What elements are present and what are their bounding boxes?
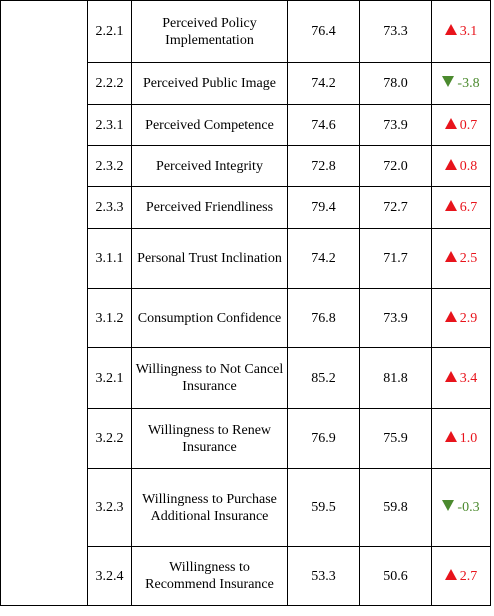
change-cell: -0.3 (431, 468, 491, 547)
triangle-down-icon (442, 76, 455, 87)
triangle-down-icon (442, 500, 455, 511)
change-value: -0.3 (457, 500, 480, 515)
triangle-up-icon (444, 117, 457, 129)
indicator-name: Perceived Competence (131, 104, 288, 146)
value-previous: 73.3 (359, 0, 432, 63)
value-previous: 75.9 (359, 408, 432, 469)
change-cell: 1.0 (431, 408, 491, 469)
triangle-up-icon (444, 431, 457, 442)
indicator-name: Perceived Public Image (131, 62, 288, 105)
indicator-name: Perceived Integrity (131, 145, 288, 187)
indicator-code: 3.2.3 (87, 468, 132, 547)
change-cell: 3.1 (431, 0, 491, 63)
value-current: 74.2 (287, 228, 360, 289)
indicator-name: Willingness to Not Cancel Insurance (131, 347, 288, 409)
indicator-code: 2.2.2 (87, 62, 132, 105)
change-value: 2.9 (459, 310, 478, 326)
indicator-name: Perceived Friendliness (131, 186, 288, 229)
indicator-code: 2.3.3 (87, 186, 132, 229)
table-row: 3.2.4 Willingness to Recommend Insurance… (1, 546, 491, 606)
value-previous: 73.9 (359, 288, 432, 348)
change-cell: 2.7 (431, 546, 491, 606)
change-value: 0.8 (459, 158, 478, 174)
value-current: 76.8 (287, 288, 360, 348)
table-row: 3.2.1 Willingness to Not Cancel Insuranc… (1, 347, 491, 409)
indicator-name: Willingness to Renew Insurance (131, 408, 288, 469)
value-current: 59.5 (287, 468, 360, 547)
change-value: 6.7 (459, 200, 478, 215)
value-current: 76.9 (287, 408, 360, 469)
indicator-table: 2.2.1 Perceived Policy Implementation 76… (0, 0, 491, 606)
change-cell: 0.7 (431, 104, 491, 146)
value-previous: 81.8 (359, 347, 432, 409)
value-previous: 73.9 (359, 104, 432, 146)
change-cell: 3.4 (431, 347, 491, 409)
value-previous: 78.0 (359, 62, 432, 105)
change-value: 1.0 (459, 431, 478, 446)
indicator-code: 3.2.4 (87, 546, 132, 606)
triangle-up-icon (444, 568, 457, 580)
table-row: 2.3.1 Perceived Competence 74.6 73.9 0.7 (1, 104, 491, 146)
value-previous: 50.6 (359, 546, 432, 606)
change-cell: 2.9 (431, 288, 491, 348)
change-value: 3.1 (459, 24, 478, 39)
blank-merged-cell (0, 0, 88, 606)
indicator-name: Consumption Confidence (131, 288, 288, 348)
triangle-up-icon (444, 200, 457, 211)
table-row: 2.3.3 Perceived Friendliness 79.4 72.7 6… (1, 186, 491, 229)
value-current: 85.2 (287, 347, 360, 409)
indicator-code: 3.2.2 (87, 408, 132, 469)
value-current: 53.3 (287, 546, 360, 606)
indicator-name: Willingness to Purchase Additional Insur… (131, 468, 288, 547)
change-cell: 0.8 (431, 145, 491, 187)
indicator-name: Willingness to Recommend Insurance (131, 546, 288, 606)
value-current: 72.8 (287, 145, 360, 187)
value-current: 79.4 (287, 186, 360, 229)
table-row: 2.3.2 Perceived Integrity 72.8 72.0 0.8 (1, 145, 491, 187)
triangle-up-icon (444, 251, 457, 262)
triangle-up-icon (444, 370, 457, 382)
table-row: 2.2.2 Perceived Public Image 74.2 78.0 -… (1, 62, 491, 105)
indicator-code: 2.3.2 (87, 145, 132, 187)
change-value: -3.8 (457, 76, 480, 91)
value-previous: 71.7 (359, 228, 432, 289)
table-row: 2.2.1 Perceived Policy Implementation 76… (0, 0, 491, 606)
triangle-up-icon (444, 310, 457, 322)
table-row: 3.2.3 Willingness to Purchase Additional… (1, 468, 491, 547)
change-value: 3.4 (459, 370, 478, 386)
value-current: 74.6 (287, 104, 360, 146)
change-cell: 2.5 (431, 228, 491, 289)
triangle-up-icon (444, 158, 457, 170)
change-value: 2.5 (459, 251, 478, 266)
table-row: 3.1.1 Personal Trust Inclination 74.2 71… (1, 228, 491, 289)
indicator-name: Personal Trust Inclination (131, 228, 288, 289)
value-current: 74.2 (287, 62, 360, 105)
table-row: 3.1.2 Consumption Confidence 76.8 73.9 2… (1, 288, 491, 348)
table-body: 2.2.1 Perceived Policy Implementation 76… (0, 0, 491, 606)
change-value: 0.7 (459, 117, 478, 133)
value-current: 76.4 (287, 0, 360, 63)
value-previous: 72.0 (359, 145, 432, 187)
indicator-code: 3.1.2 (87, 288, 132, 348)
indicator-code: 3.2.1 (87, 347, 132, 409)
indicator-code: 3.1.1 (87, 228, 132, 289)
indicator-code: 2.3.1 (87, 104, 132, 146)
value-previous: 59.8 (359, 468, 432, 547)
value-previous: 72.7 (359, 186, 432, 229)
change-cell: 6.7 (431, 186, 491, 229)
change-value: 2.7 (459, 568, 478, 584)
indicator-name: Perceived Policy Implementation (131, 0, 288, 63)
indicator-code: 2.2.1 (87, 0, 132, 63)
table-row: 3.2.2 Willingness to Renew Insurance 76.… (1, 408, 491, 469)
change-cell: -3.8 (431, 62, 491, 105)
triangle-up-icon (444, 24, 457, 35)
